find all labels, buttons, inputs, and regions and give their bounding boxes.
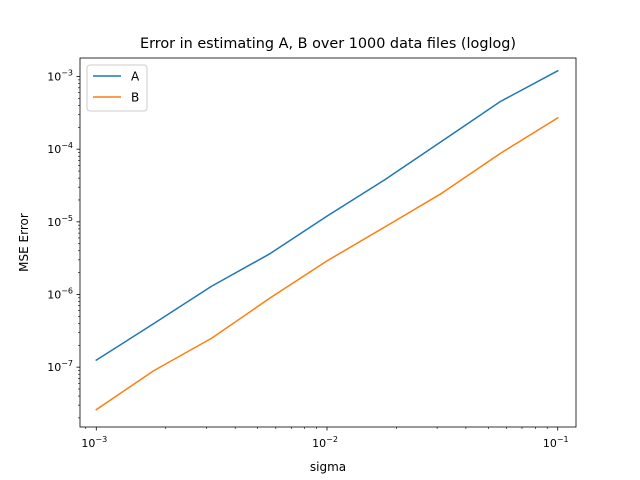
x-tick-label-base: 10 (543, 437, 557, 450)
x-tick-label: 10−3 (81, 435, 107, 450)
x-tick-label-exponent: −2 (326, 435, 338, 444)
legend: A B (86, 64, 148, 112)
y-tick-label: 10−5 (47, 214, 73, 229)
y-tick-label-base: 10 (47, 361, 61, 374)
y-tick-label: 10−7 (47, 359, 73, 374)
y-axis-label: MSE Error (17, 213, 31, 272)
y-tick-label: 10−4 (47, 141, 73, 156)
y-tick-label-exponent: −4 (61, 141, 73, 150)
series-line-b (95, 116, 559, 411)
chart-title: Error in estimating A, B over 1000 data … (140, 36, 516, 52)
y-tick-label-exponent: −3 (61, 69, 73, 78)
y-tick-label-base: 10 (47, 143, 61, 156)
x-tick-label-base: 10 (81, 437, 95, 450)
y-tick-label-exponent: −6 (61, 286, 73, 295)
x-tick-label-base: 10 (312, 437, 326, 450)
x-tick-label: 10−1 (543, 435, 569, 450)
y-tick-label: 10−6 (47, 286, 73, 301)
x-tick-label: 10−2 (312, 435, 338, 450)
x-axis-label: sigma (310, 460, 346, 474)
y-tick-label-exponent: −7 (61, 359, 73, 368)
y-tick-label-base: 10 (47, 288, 61, 301)
y-tick-label: 10−3 (47, 69, 73, 84)
x-tick-label-exponent: −3 (95, 435, 107, 444)
y-tick-label-base: 10 (47, 216, 61, 229)
series-line-a (95, 69, 559, 362)
x-tick-label-exponent: −1 (557, 435, 569, 444)
y-tick-label-base: 10 (47, 71, 61, 84)
y-tick-label-exponent: −5 (61, 214, 73, 223)
legend-label-a: A (131, 70, 140, 84)
plot-area (80, 58, 576, 427)
plot-frame (79, 57, 577, 428)
series-layer (95, 69, 559, 411)
legend-label-b: B (131, 91, 139, 105)
tick-layer: 10−3 10−2 10−110−710−610−510−410−3 (47, 69, 568, 450)
